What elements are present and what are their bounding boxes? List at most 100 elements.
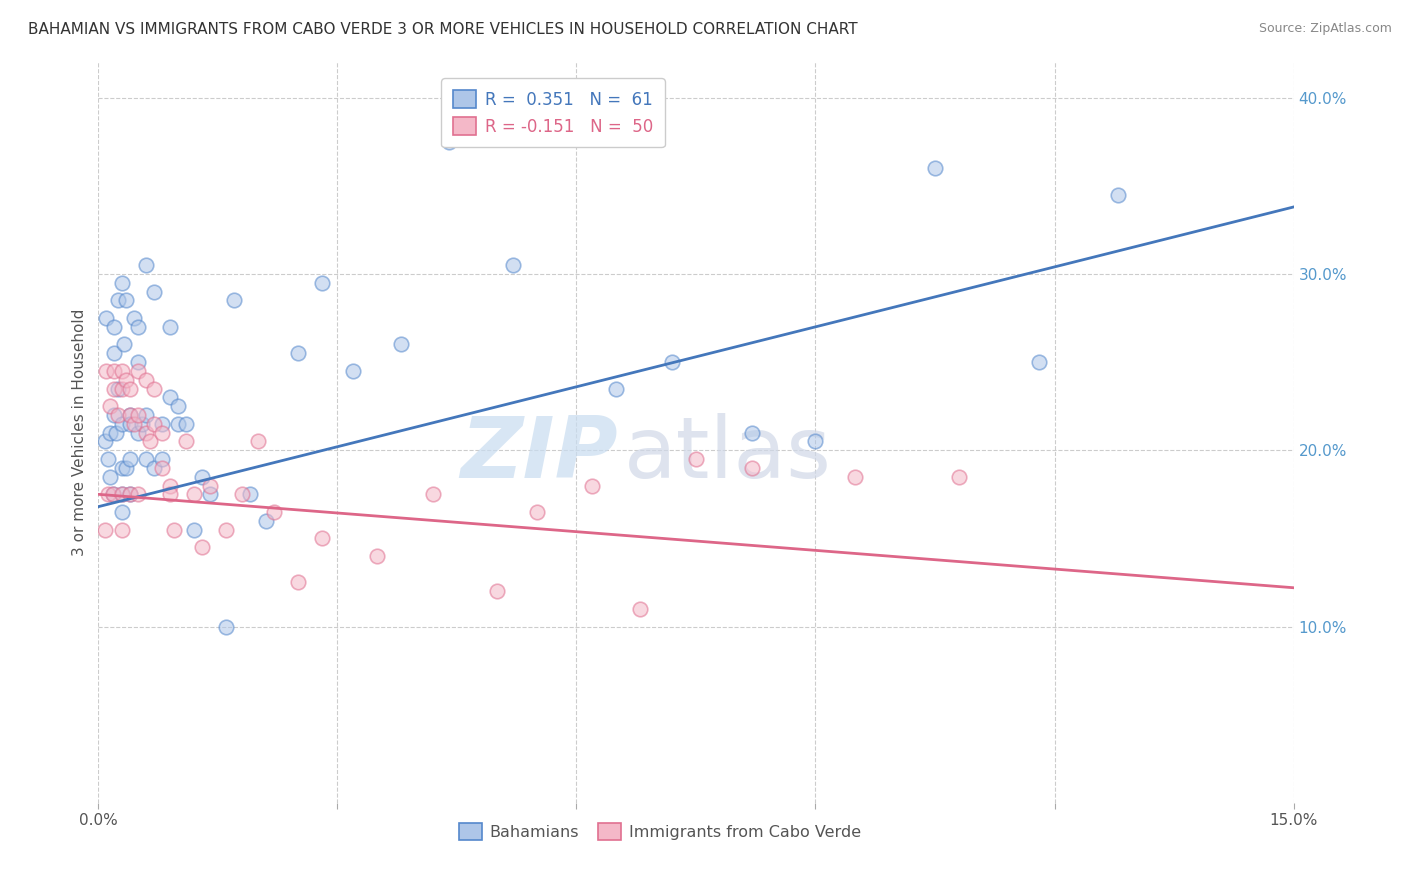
Point — [263, 505, 285, 519]
Point — [143, 461, 166, 475]
Point — [159, 487, 181, 501]
Point — [124, 311, 146, 326]
Text: ZIP: ZIP — [461, 413, 619, 496]
Point — [111, 487, 134, 501]
Point — [112, 337, 135, 351]
Point — [342, 364, 364, 378]
Point — [150, 425, 173, 440]
Point — [222, 293, 245, 308]
Point — [127, 487, 149, 501]
Point — [366, 549, 388, 563]
Point — [437, 135, 460, 149]
Point — [191, 469, 214, 483]
Point — [103, 346, 125, 360]
Point — [174, 434, 197, 449]
Point — [174, 417, 197, 431]
Point — [422, 487, 444, 501]
Point — [111, 461, 134, 475]
Point — [107, 382, 129, 396]
Point — [163, 523, 186, 537]
Point — [103, 382, 125, 396]
Point — [287, 346, 309, 360]
Point — [120, 382, 142, 396]
Point — [98, 399, 122, 413]
Point — [94, 523, 117, 537]
Point — [150, 417, 173, 431]
Point — [115, 293, 138, 308]
Point — [159, 390, 181, 404]
Point — [150, 461, 173, 475]
Point — [135, 408, 157, 422]
Point — [139, 434, 162, 449]
Point — [502, 258, 524, 272]
Point — [111, 382, 134, 396]
Point — [127, 355, 149, 369]
Point — [120, 408, 142, 422]
Y-axis label: 3 or more Vehicles in Household: 3 or more Vehicles in Household — [72, 309, 87, 557]
Point — [111, 364, 134, 378]
Point — [101, 487, 124, 501]
Point — [143, 417, 166, 431]
Point — [526, 505, 548, 519]
Point — [135, 258, 157, 272]
Point — [101, 487, 124, 501]
Point — [948, 469, 970, 483]
Point — [111, 505, 134, 519]
Point — [389, 337, 412, 351]
Point — [215, 523, 238, 537]
Point — [127, 408, 149, 422]
Point — [183, 523, 205, 537]
Point — [287, 575, 309, 590]
Point — [111, 276, 134, 290]
Point — [111, 523, 134, 537]
Point — [135, 425, 157, 440]
Point — [111, 487, 134, 501]
Point — [103, 364, 125, 378]
Point — [741, 425, 763, 440]
Point — [98, 425, 122, 440]
Point — [167, 399, 190, 413]
Point — [120, 452, 142, 467]
Point — [127, 319, 149, 334]
Point — [120, 487, 142, 501]
Point — [804, 434, 827, 449]
Point — [131, 417, 153, 431]
Point — [485, 584, 508, 599]
Point — [1107, 187, 1129, 202]
Point — [254, 514, 277, 528]
Point — [111, 417, 134, 431]
Point — [104, 425, 127, 440]
Point — [1028, 355, 1050, 369]
Point — [96, 364, 118, 378]
Point — [198, 478, 221, 492]
Point — [127, 364, 149, 378]
Point — [107, 408, 129, 422]
Point — [120, 487, 142, 501]
Point — [844, 469, 866, 483]
Legend: Bahamians, Immigrants from Cabo Verde: Bahamians, Immigrants from Cabo Verde — [453, 816, 868, 847]
Point — [246, 434, 269, 449]
Point — [159, 319, 181, 334]
Point — [143, 285, 166, 299]
Point — [661, 355, 683, 369]
Point — [103, 319, 125, 334]
Point — [924, 161, 946, 176]
Point — [94, 434, 117, 449]
Point — [97, 487, 120, 501]
Point — [215, 619, 238, 633]
Point — [605, 382, 627, 396]
Point — [96, 311, 118, 326]
Point — [311, 276, 333, 290]
Point — [135, 373, 157, 387]
Point — [143, 382, 166, 396]
Point — [115, 373, 138, 387]
Point — [120, 417, 142, 431]
Point — [628, 602, 651, 616]
Point — [741, 461, 763, 475]
Point — [198, 487, 221, 501]
Point — [159, 478, 181, 492]
Point — [127, 425, 149, 440]
Point — [183, 487, 205, 501]
Point — [97, 452, 120, 467]
Text: BAHAMIAN VS IMMIGRANTS FROM CABO VERDE 3 OR MORE VEHICLES IN HOUSEHOLD CORRELATI: BAHAMIAN VS IMMIGRANTS FROM CABO VERDE 3… — [28, 22, 858, 37]
